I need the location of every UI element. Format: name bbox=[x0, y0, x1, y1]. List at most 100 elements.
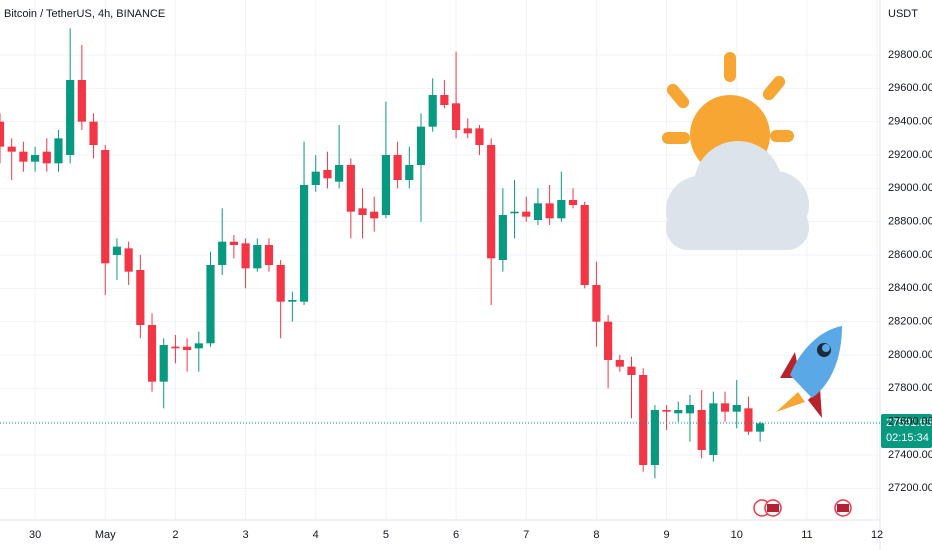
candle-body bbox=[627, 366, 636, 375]
candle-body bbox=[604, 321, 613, 360]
candle-body bbox=[171, 346, 180, 349]
countdown-label: 02:15:34 bbox=[886, 432, 929, 444]
candle-body bbox=[592, 285, 601, 322]
candle-body bbox=[124, 248, 133, 272]
candle-body bbox=[744, 408, 753, 432]
x-tick-label: 7 bbox=[523, 529, 529, 541]
candle-body bbox=[545, 203, 554, 219]
candle-body bbox=[335, 165, 344, 182]
candle-body bbox=[662, 410, 671, 412]
candle-body bbox=[89, 121, 98, 145]
candle-body bbox=[159, 345, 168, 382]
candle-body bbox=[194, 343, 203, 349]
x-tick-label: 4 bbox=[313, 529, 319, 541]
candle-body bbox=[416, 126, 426, 165]
x-tick-label: 2 bbox=[172, 529, 178, 541]
y-tick-label: 29800.00 bbox=[888, 49, 932, 61]
candle-body bbox=[311, 171, 320, 185]
candle-body bbox=[685, 405, 695, 414]
y-tick-label: 28800.00 bbox=[888, 216, 932, 228]
y-tick-label: 29600.00 bbox=[888, 82, 932, 94]
candle-body bbox=[428, 95, 437, 127]
y-tick-label: 29200.00 bbox=[888, 149, 932, 161]
event-flags bbox=[753, 499, 852, 517]
candle-body bbox=[510, 211, 519, 214]
y-tick-label: 27400.00 bbox=[888, 449, 932, 461]
x-tick-label: 8 bbox=[593, 529, 599, 541]
y-tick-label: 27800.00 bbox=[888, 382, 932, 394]
candle-body bbox=[7, 146, 16, 152]
candle-body bbox=[253, 245, 262, 269]
candle-body bbox=[66, 80, 75, 155]
candle-body bbox=[136, 270, 145, 325]
candle-body bbox=[405, 165, 414, 180]
candle-body bbox=[533, 203, 543, 220]
x-tick-label: May bbox=[95, 529, 116, 541]
candle-body bbox=[381, 155, 391, 215]
candle-body bbox=[451, 103, 461, 130]
candle-body bbox=[323, 170, 332, 179]
last-price-box bbox=[881, 414, 932, 449]
candle-body bbox=[288, 300, 297, 302]
candle-body bbox=[346, 165, 355, 212]
candle-body bbox=[732, 405, 741, 412]
candle-body bbox=[440, 95, 449, 105]
y-tick-label: 27200.00 bbox=[888, 482, 932, 494]
candle-body bbox=[218, 241, 227, 265]
candle-body bbox=[264, 245, 274, 265]
candle-body bbox=[30, 155, 40, 162]
candle-body bbox=[522, 211, 531, 217]
candle-body bbox=[475, 128, 484, 145]
candle-body bbox=[19, 151, 28, 162]
candle-body bbox=[709, 403, 718, 455]
candle-body bbox=[370, 211, 379, 219]
candle-body bbox=[697, 410, 706, 450]
candle-body bbox=[77, 80, 86, 122]
y-tick-label: 28400.00 bbox=[888, 282, 932, 294]
candle-body bbox=[487, 145, 496, 259]
x-tick-label: 6 bbox=[453, 529, 459, 541]
x-tick-label: 11 bbox=[801, 529, 812, 541]
candle-body bbox=[101, 150, 110, 264]
y-tick-label: 27600.00 bbox=[888, 416, 932, 428]
candle-body bbox=[639, 375, 648, 465]
y-tick-label: 29400.00 bbox=[888, 116, 932, 128]
candle-body bbox=[580, 205, 589, 285]
candle-body bbox=[615, 360, 624, 367]
x-tick-label: 10 bbox=[731, 529, 743, 541]
overlay: 27591.65 02:15:34 bbox=[0, 414, 932, 449]
candle-body bbox=[650, 410, 659, 465]
candle-body bbox=[463, 128, 472, 134]
x-tick-label: 30 bbox=[29, 529, 41, 541]
candle-body bbox=[756, 423, 765, 432]
last-price-label: 27591.65 bbox=[886, 417, 932, 429]
candles bbox=[0, 28, 765, 479]
rocket-icon bbox=[776, 326, 842, 418]
currency-label: USDT bbox=[888, 8, 918, 20]
candle-body bbox=[568, 200, 578, 205]
candle-body bbox=[557, 200, 566, 219]
candle-body bbox=[0, 121, 5, 147]
candle-body bbox=[299, 185, 309, 302]
y-tick-label: 28200.00 bbox=[888, 316, 932, 328]
candle-body bbox=[358, 208, 367, 215]
candle-body bbox=[498, 215, 507, 260]
y-tick-label: 28000.00 bbox=[888, 349, 932, 361]
weather-icon bbox=[662, 52, 809, 250]
candle-body bbox=[42, 151, 51, 164]
candle-body bbox=[229, 241, 238, 245]
candle-body bbox=[674, 410, 683, 414]
chart-title: Bitcoin / TetherUS, 4h, BINANCE bbox=[4, 8, 165, 20]
candle-body bbox=[393, 155, 402, 180]
x-tick-label: 5 bbox=[383, 529, 389, 541]
candle-body bbox=[183, 346, 192, 350]
x-tick-label: 9 bbox=[664, 529, 670, 541]
y-tick-label: 29000.00 bbox=[888, 182, 932, 194]
candle-body bbox=[112, 246, 122, 255]
candle-body bbox=[206, 265, 215, 344]
x-tick-label: 12 bbox=[871, 529, 883, 541]
candle-body bbox=[241, 243, 250, 269]
y-tick-label: 28600.00 bbox=[888, 249, 932, 261]
candle-body bbox=[720, 403, 730, 412]
